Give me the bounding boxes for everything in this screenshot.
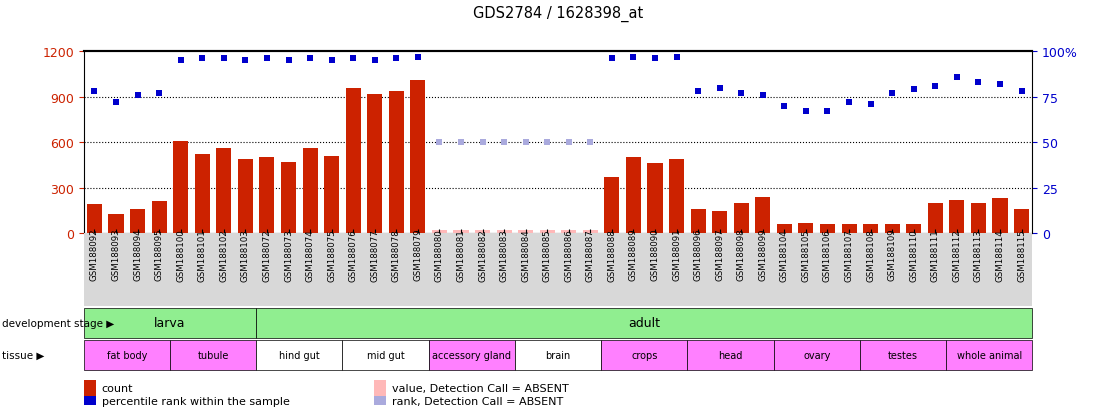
Bar bbox=[194, 155, 210, 234]
Bar bbox=[583, 231, 598, 234]
Bar bbox=[432, 231, 448, 234]
Bar bbox=[475, 231, 490, 234]
Bar bbox=[173, 141, 189, 234]
Text: hind gut: hind gut bbox=[279, 350, 319, 360]
Bar bbox=[885, 225, 899, 234]
Bar bbox=[859, 340, 946, 370]
Bar bbox=[605, 178, 619, 234]
Text: rank, Detection Call = ABSENT: rank, Detection Call = ABSENT bbox=[392, 396, 562, 406]
Bar bbox=[561, 231, 576, 234]
Bar bbox=[514, 340, 602, 370]
Text: accessory gland: accessory gland bbox=[432, 350, 511, 360]
Bar bbox=[946, 340, 1032, 370]
Text: development stage ▶: development stage ▶ bbox=[2, 318, 115, 328]
Bar bbox=[367, 95, 383, 234]
Text: crops: crops bbox=[631, 350, 657, 360]
Bar bbox=[170, 340, 257, 370]
Bar bbox=[756, 197, 770, 234]
Text: whole animal: whole animal bbox=[956, 350, 1022, 360]
Bar bbox=[906, 225, 922, 234]
Bar bbox=[87, 205, 102, 234]
Bar bbox=[108, 214, 124, 234]
Bar bbox=[1014, 209, 1029, 234]
Bar bbox=[971, 204, 985, 234]
Bar bbox=[798, 223, 814, 234]
Text: head: head bbox=[719, 350, 742, 360]
Bar bbox=[992, 199, 1008, 234]
Bar bbox=[259, 158, 275, 234]
Bar bbox=[668, 159, 684, 234]
Text: GDS2784 / 1628398_at: GDS2784 / 1628398_at bbox=[473, 6, 643, 22]
Bar bbox=[841, 225, 857, 234]
Text: fat body: fat body bbox=[107, 350, 147, 360]
Bar bbox=[626, 158, 641, 234]
Bar bbox=[152, 202, 166, 234]
Bar bbox=[238, 159, 253, 234]
Bar bbox=[346, 88, 360, 234]
Bar bbox=[687, 340, 773, 370]
Bar bbox=[733, 204, 749, 234]
Text: tissue ▶: tissue ▶ bbox=[2, 350, 45, 360]
Text: mid gut: mid gut bbox=[367, 350, 404, 360]
Bar bbox=[927, 204, 943, 234]
Text: count: count bbox=[102, 383, 133, 393]
Bar bbox=[453, 231, 469, 234]
Bar bbox=[257, 308, 1032, 338]
Text: adult: adult bbox=[628, 316, 661, 330]
Bar bbox=[691, 209, 705, 234]
Bar bbox=[429, 340, 514, 370]
Bar bbox=[257, 340, 343, 370]
Bar bbox=[602, 340, 687, 370]
Text: ovary: ovary bbox=[804, 350, 830, 360]
Bar bbox=[324, 157, 339, 234]
Bar bbox=[411, 81, 425, 234]
Bar bbox=[343, 340, 429, 370]
Bar bbox=[281, 163, 296, 234]
Text: value, Detection Call = ABSENT: value, Detection Call = ABSENT bbox=[392, 383, 568, 393]
Bar bbox=[863, 225, 878, 234]
Bar bbox=[131, 209, 145, 234]
Bar bbox=[518, 231, 533, 234]
Text: brain: brain bbox=[546, 350, 570, 360]
Text: percentile rank within the sample: percentile rank within the sample bbox=[102, 396, 289, 406]
Bar bbox=[820, 225, 835, 234]
Text: tubule: tubule bbox=[198, 350, 229, 360]
Bar bbox=[540, 231, 555, 234]
Text: larva: larva bbox=[154, 316, 185, 330]
Bar bbox=[84, 308, 257, 338]
Bar bbox=[777, 225, 792, 234]
Bar bbox=[497, 231, 511, 234]
Bar bbox=[84, 340, 170, 370]
Bar bbox=[647, 164, 663, 234]
Bar bbox=[950, 200, 964, 234]
Bar bbox=[302, 149, 318, 234]
Bar bbox=[388, 91, 404, 234]
Bar bbox=[773, 340, 859, 370]
Text: testes: testes bbox=[888, 350, 918, 360]
Bar bbox=[712, 211, 728, 234]
Bar bbox=[217, 149, 231, 234]
